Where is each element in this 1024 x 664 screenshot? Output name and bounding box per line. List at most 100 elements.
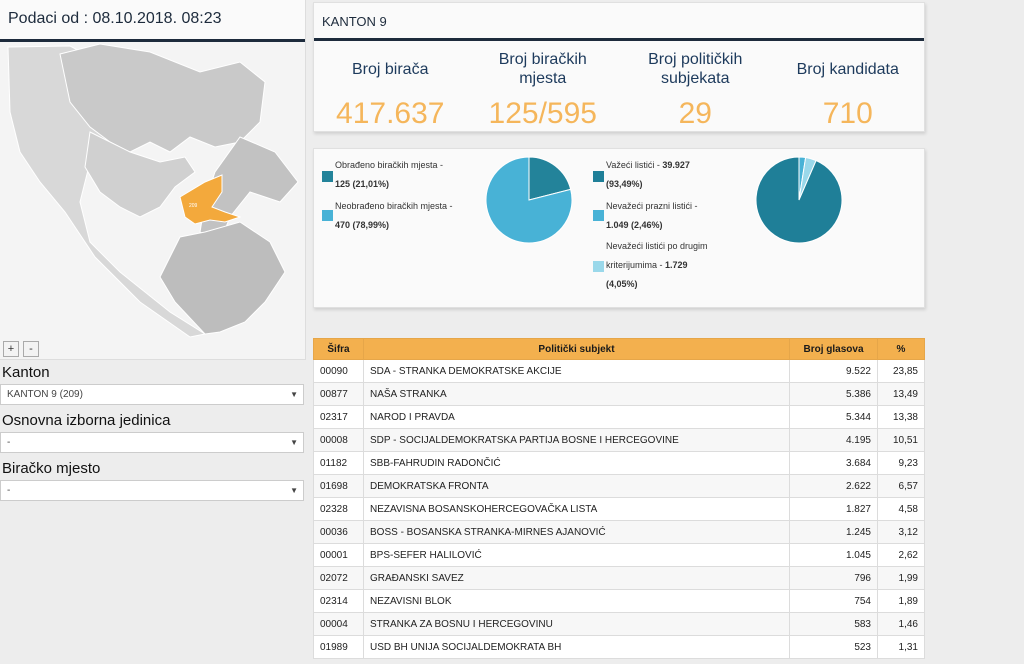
legend-swatch-blank <box>593 210 604 221</box>
kanton-label: Kanton <box>2 364 50 381</box>
table-row[interactable]: 00877 NAŠA STRANKA 5.386 13,49 <box>313 382 925 406</box>
stat-parties-value: 29 <box>678 97 712 130</box>
izborna-jedinica-label: Osnovna izborna jedinica <box>2 412 171 429</box>
legend-swatch-other <box>593 261 604 272</box>
legend-other-pct: (4,05%) <box>606 279 638 289</box>
kanton-select-value: KANTON 9 (209) <box>7 389 83 400</box>
cell-party: USD BH UNIJA SOCIJALDEMOKRATA BH <box>363 635 790 659</box>
cell-percent: 1,46 <box>877 612 925 636</box>
cell-code: 00090 <box>313 359 364 383</box>
legend-unprocessed-label: Neobrađeno biračkih mjesta - <box>335 201 453 211</box>
map-region-north[interactable] <box>59 43 266 153</box>
zoom-out-button[interactable]: - <box>23 341 39 357</box>
stat-candidates-label: Broj kandidata <box>796 61 899 78</box>
stat-stations-value: 125/595 <box>488 97 597 130</box>
legend-blank-label: Nevažeći prazni listići - <box>606 201 698 211</box>
legend-swatch-processed <box>322 171 333 182</box>
table-row[interactable]: 00008 SDP - SOCIJALDEMOKRATSKA PARTIJA BO… <box>313 428 925 452</box>
cell-code: 00008 <box>313 428 364 452</box>
cell-percent: 9,23 <box>877 451 925 475</box>
cell-percent: 23,85 <box>877 359 925 383</box>
summary-card: KANTON 9 Broj birača 417.637 Broj biračk… <box>313 2 925 132</box>
stat-stations-label: Broj biračkih mjesta <box>498 51 587 87</box>
cell-code: 02328 <box>313 497 364 521</box>
zoom-in-button[interactable]: + <box>3 341 19 357</box>
stat-parties-label: Broj političkih subjekata <box>648 51 743 87</box>
cell-party: DEMOKRATSKA FRONTA <box>363 474 790 498</box>
table-row[interactable]: 00004 STRANKA ZA BOSNU I HERCEGOVINU 583 1,… <box>313 612 925 636</box>
cell-votes: 5.386 <box>789 382 878 406</box>
cell-percent: 10,51 <box>877 428 925 452</box>
cell-party: SDA - STRANKA DEMOKRATSKE AKCIJE <box>363 359 790 383</box>
cell-votes: 523 <box>789 635 878 659</box>
cell-code: 01698 <box>313 474 364 498</box>
cell-votes: 1.045 <box>789 543 878 567</box>
cell-votes: 1.245 <box>789 520 878 544</box>
header-percent[interactable]: % <box>877 338 925 360</box>
cell-party: STRANKA ZA BOSNU I HERCEGOVINU <box>363 612 790 636</box>
stat-candidates: Broj kandidata 710 <box>772 41 925 130</box>
table-row[interactable]: 00036 BOSS - BOSANSKA STRANKA-MIRNES AJAN… <box>313 520 925 544</box>
cell-votes: 1.827 <box>789 497 878 521</box>
header-code[interactable]: Šifra <box>313 338 364 360</box>
cell-party: BPS-SEFER HALILOVIĆ <box>363 543 790 567</box>
cell-code: 01989 <box>313 635 364 659</box>
map-region-kanton9[interactable] <box>179 174 242 225</box>
table-row[interactable]: 01698 DEMOKRATSKA FRONTA 2.622 6,57 <box>313 474 925 498</box>
table-row[interactable]: 02328 NEZAVISNA BOSANSKOHERCEGOVAČKA LIST… <box>313 497 925 521</box>
cell-percent: 1,31 <box>877 635 925 659</box>
legend-processed-label: Obrađeno biračkih mjesta - <box>335 160 444 170</box>
cell-party: BOSS - BOSANSKA STRANKA-MIRNES AJANOVIĆ <box>363 520 790 544</box>
map-region-center[interactable] <box>84 131 196 218</box>
legend-valid-value: 39.927 <box>662 160 690 170</box>
cell-votes: 796 <box>789 566 878 590</box>
pie-slice-valid <box>755 156 843 244</box>
biracko-mjesto-select-value: - <box>7 485 11 496</box>
header-votes[interactable]: Broj glasova <box>789 338 878 360</box>
stat-parties: Broj političkih subjekata 29 <box>619 41 772 130</box>
izborna-jedinica-select[interactable]: - ▼ <box>0 432 304 453</box>
chevron-down-icon: ▼ <box>290 486 298 495</box>
region-map[interactable]: 209 <box>0 42 306 342</box>
cell-party: SDP - SOCIJALDEMOKRATSKA PARTIJA BOSNE I… <box>363 428 790 452</box>
map-region-south[interactable] <box>159 221 286 335</box>
table-row[interactable]: 01989 USD BH UNIJA SOCIJALDEMOKRATA BH 523… <box>313 635 925 659</box>
izborna-jedinica-select-value: - <box>7 437 11 448</box>
stat-voters-value: 417.637 <box>336 97 445 130</box>
table-header-row: Šifra Politički subjekt Broj glasova % <box>313 338 925 360</box>
table-row[interactable]: 01182 SBB-FAHRUDIN RADONČIĆ 3.684 9,23 <box>313 451 925 475</box>
cell-percent: 13,38 <box>877 405 925 429</box>
legend-blank-value: 1.049 (2,46%) <box>606 220 663 230</box>
pie-slice-unprocessed <box>485 156 573 244</box>
legend-valid-label-text: Važeći listići - <box>606 160 660 170</box>
stat-stations: Broj biračkih mjesta 125/595 <box>467 41 620 130</box>
cell-votes: 583 <box>789 612 878 636</box>
chevron-down-icon: ▼ <box>290 438 298 447</box>
cell-code: 00036 <box>313 520 364 544</box>
cell-votes: 754 <box>789 589 878 613</box>
cell-code: 00001 <box>313 543 364 567</box>
charts-card: Obrađeno biračkih mjesta - 125 (21,01%) … <box>313 148 925 308</box>
cell-votes: 4.195 <box>789 428 878 452</box>
cell-party: NAROD I PRAVDA <box>363 405 790 429</box>
legend-other-label-2-text: kriterijumima - <box>606 260 663 270</box>
cell-code: 01182 <box>313 451 364 475</box>
cell-party: SBB-FAHRUDIN RADONČIĆ <box>363 451 790 475</box>
cell-percent: 2,62 <box>877 543 925 567</box>
table-row[interactable]: 02072 GRAĐANSKI SAVEZ 796 1,99 <box>313 566 925 590</box>
legend-other-label-2: kriterijumima - 1.729 <box>606 257 688 274</box>
table-row[interactable]: 00001 BPS-SEFER HALILOVIĆ 1.045 2,62 <box>313 543 925 567</box>
kanton-select[interactable]: KANTON 9 (209) ▼ <box>0 384 304 405</box>
header-party[interactable]: Politički subjekt <box>363 338 790 360</box>
table-row[interactable]: 02314 NEZAVISNI BLOK 754 1,89 <box>313 589 925 613</box>
cell-code: 02072 <box>313 566 364 590</box>
results-table-wrap: Šifra Politički subjekt Broj glasova % 0… <box>313 338 925 659</box>
cell-percent: 6,57 <box>877 474 925 498</box>
table-row[interactable]: 02317 NAROD I PRAVDA 5.344 13,38 <box>313 405 925 429</box>
pie-chart-stations <box>485 156 573 244</box>
cell-votes: 3.684 <box>789 451 878 475</box>
biracko-mjesto-select[interactable]: - ▼ <box>0 480 304 501</box>
results-table: Šifra Politički subjekt Broj glasova % 0… <box>313 338 925 659</box>
stat-candidates-value: 710 <box>822 97 873 130</box>
table-row[interactable]: 00090 SDA - STRANKA DEMOKRATSKE AKCIJE 9.5… <box>313 359 925 383</box>
